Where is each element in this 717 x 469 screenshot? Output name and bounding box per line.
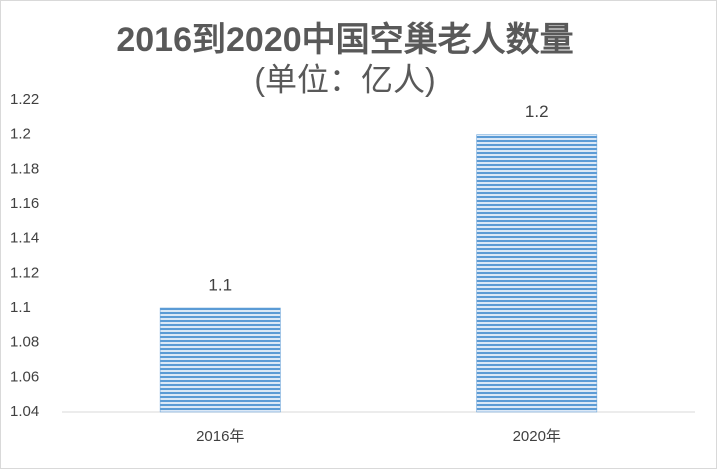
chart-title: 2016到2020中国空巢老人数量 xyxy=(116,21,573,59)
y-tick-label: 1.08 xyxy=(10,334,39,351)
data-label: 1.2 xyxy=(525,102,549,121)
x-tick-label: 2016年 xyxy=(196,428,244,445)
x-tick-label: 2020年 xyxy=(513,428,561,445)
chart-subtitle: (单位：亿人) xyxy=(254,61,435,97)
y-tick-label: 1.18 xyxy=(10,160,39,177)
y-tick-label: 1.06 xyxy=(10,368,39,385)
bar xyxy=(476,134,598,413)
data-label: 1.1 xyxy=(208,275,232,294)
y-tick-label: 1.16 xyxy=(10,195,39,212)
y-tick-label: 1.14 xyxy=(10,230,39,247)
y-tick-label: 1.04 xyxy=(10,403,39,420)
y-tick-label: 1.2 xyxy=(10,126,31,143)
bar xyxy=(159,307,281,413)
y-tick-label: 1.22 xyxy=(10,91,39,108)
y-tick-label: 1.12 xyxy=(10,264,39,281)
y-tick-label: 1.1 xyxy=(10,299,31,316)
